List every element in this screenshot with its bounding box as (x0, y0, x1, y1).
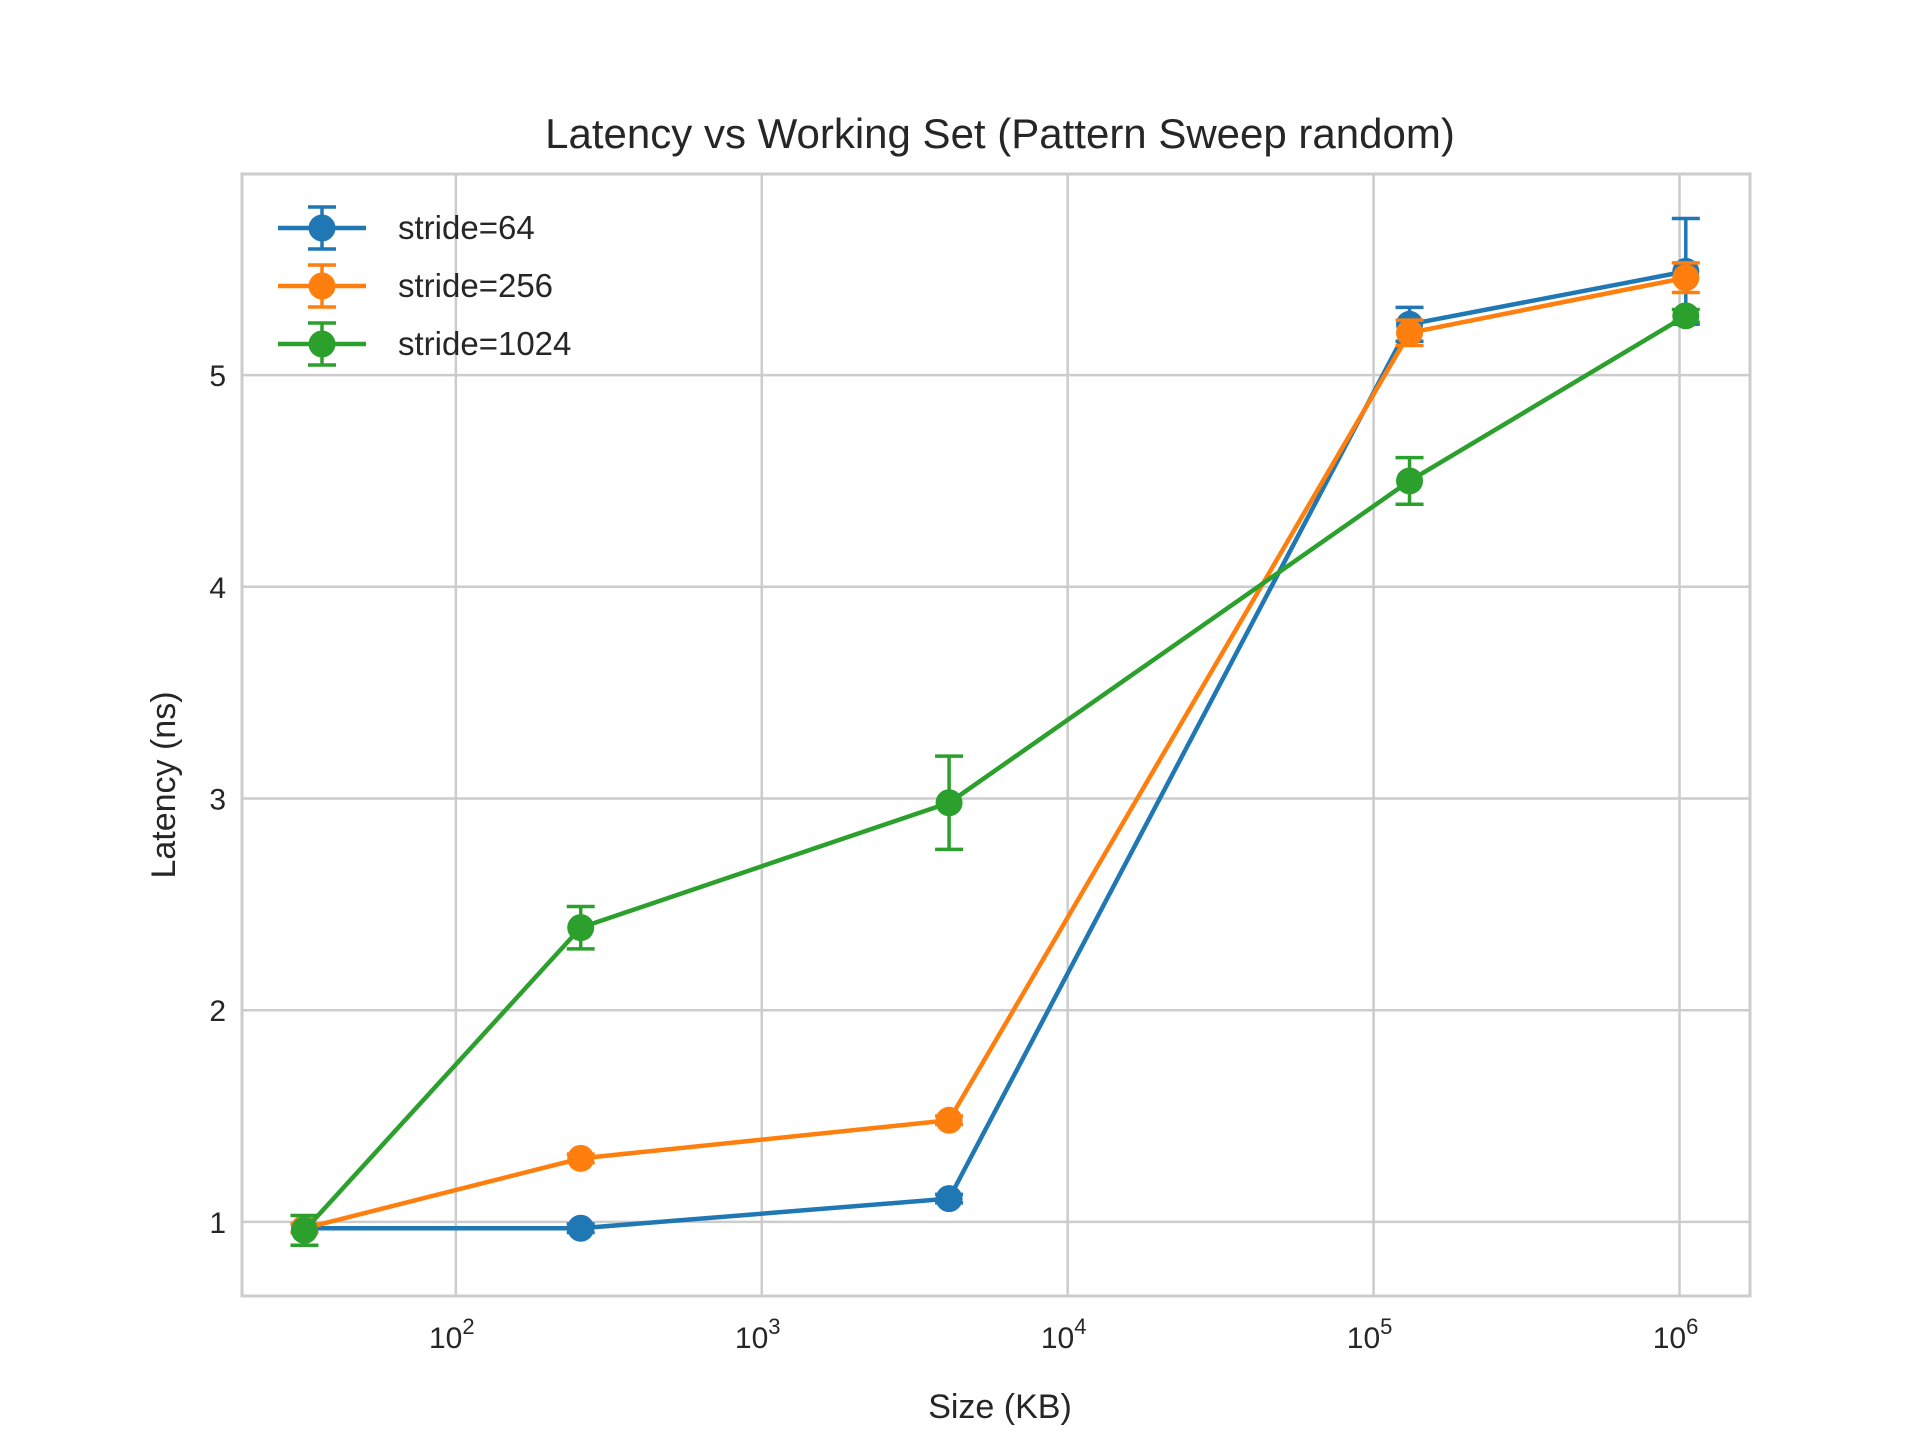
data-point (1396, 467, 1424, 495)
data-point (935, 789, 963, 817)
x-tick-base: 10 (1347, 1322, 1380, 1355)
plot-frame (240, 172, 1752, 1298)
x-tick-label: 106 (1653, 1314, 1699, 1355)
x-tick-label: 102 (429, 1314, 475, 1355)
x-tick-exponent: 3 (768, 1314, 780, 1339)
x-tick-exponent: 5 (1380, 1314, 1392, 1339)
x-tick-label: 104 (1041, 1314, 1087, 1355)
legend-label: stride=1024 (398, 325, 571, 362)
data-point (567, 1214, 595, 1242)
y-axis-title: Latency (ns) (145, 691, 183, 878)
series-stride-1024 (290, 302, 1700, 1247)
x-tick-exponent: 6 (1686, 1314, 1698, 1339)
series-line (303, 275, 1687, 1231)
x-tick-label: 103 (735, 1314, 781, 1355)
legend: stride=64 stride=256 stride=1024 (278, 205, 571, 367)
data-point (1396, 319, 1424, 347)
series-stride-256 (290, 261, 1700, 1242)
x-tick-base: 10 (1653, 1322, 1686, 1355)
legend-marker (308, 214, 336, 242)
x-tick-label: 105 (1347, 1314, 1393, 1355)
y-tick-label: 2 (209, 995, 226, 1028)
y-tick-label: 1 (209, 1207, 226, 1240)
legend-marker (308, 272, 336, 300)
series-line (304, 269, 1687, 1231)
grid-layer (242, 174, 1750, 1296)
series-stride-64 (290, 216, 1700, 1242)
legend-item: stride=1024 (278, 321, 571, 367)
series-line (302, 313, 1687, 1232)
data-point (290, 1216, 318, 1244)
chart-title: Latency vs Working Set (Pattern Sweep ra… (545, 110, 1455, 157)
x-tick-exponent: 4 (1074, 1314, 1086, 1339)
legend-label: stride=256 (398, 267, 553, 304)
legend-label: stride=64 (398, 209, 535, 246)
y-tick-label: 3 (209, 784, 226, 817)
data-point (935, 1106, 963, 1134)
y-tick-label: 4 (209, 572, 226, 605)
legend-item: stride=64 (278, 205, 535, 251)
x-tick-base: 10 (429, 1322, 462, 1355)
x-tick-base: 10 (735, 1322, 768, 1355)
data-point (567, 1144, 595, 1172)
series-layer (290, 216, 1700, 1247)
legend-item: stride=256 (278, 263, 553, 309)
x-axis-title: Size (KB) (928, 1388, 1072, 1426)
data-point (1672, 302, 1700, 330)
legend-marker (308, 330, 336, 358)
data-point (567, 914, 595, 942)
data-point (1672, 264, 1700, 292)
data-point (935, 1185, 963, 1213)
x-tick-exponent: 2 (462, 1314, 474, 1339)
x-tick-base: 10 (1041, 1322, 1074, 1355)
y-tick-label: 5 (209, 360, 226, 393)
